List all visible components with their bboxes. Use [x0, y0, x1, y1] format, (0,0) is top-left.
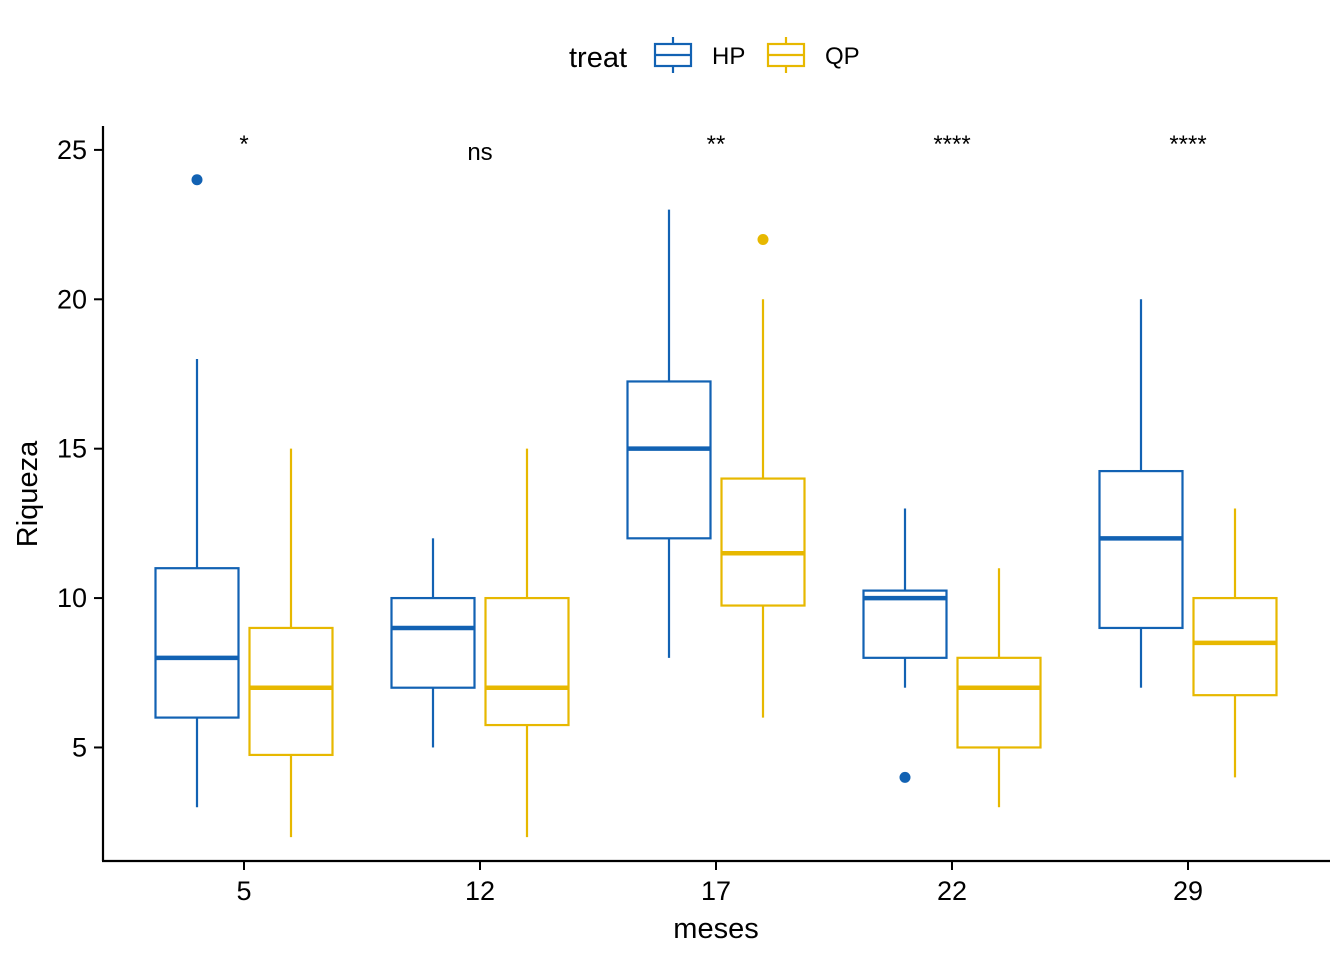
outlier-point: [191, 174, 203, 186]
box-hp-17: [626, 209, 712, 658]
box-qp-5: [248, 448, 334, 838]
box-body: [720, 477, 806, 607]
box-body: [484, 596, 570, 727]
x-tick-label: 5: [236, 876, 251, 906]
y-tick-label: 25: [57, 135, 87, 165]
legend: treat HP QP: [569, 37, 860, 74]
box-qp-12: [484, 448, 570, 838]
y-axis-title: Riqueza: [12, 440, 44, 547]
box-hp-29: [1098, 299, 1184, 688]
y-tick-label: 20: [57, 284, 87, 314]
box-qp-17: [720, 234, 806, 718]
box-hp-22: [862, 508, 948, 783]
legend-label: HP: [712, 43, 745, 70]
legend-item-qp: QP: [766, 37, 860, 73]
significance-label: **: [707, 131, 726, 158]
legend-title: treat: [569, 42, 627, 74]
y-tick-label: 10: [57, 583, 87, 613]
box-body: [390, 596, 476, 689]
box-body: [1192, 596, 1278, 697]
x-tick-label: 29: [1173, 876, 1203, 906]
significance-label: ****: [1169, 131, 1206, 158]
y-tick-label: 15: [57, 434, 87, 464]
significance-label: *: [239, 131, 248, 158]
axes: meses Riqueza 5 10 15 20 25 5 12 17 22 29: [12, 126, 1330, 945]
x-axis-title: meses: [673, 913, 758, 945]
box-body: [956, 656, 1042, 749]
box-qp-22: [956, 568, 1042, 808]
box-hp-12: [390, 538, 476, 748]
legend-item-hp: HP: [653, 37, 745, 73]
outlier-point: [899, 771, 911, 783]
box-body: [1098, 469, 1184, 630]
plot-area: * ns ** **** ****: [154, 131, 1278, 838]
box-body: [862, 589, 948, 659]
x-tick-label: 12: [465, 876, 495, 906]
box-qp-29: [1192, 508, 1278, 778]
x-tick-label: 22: [937, 876, 967, 906]
x-tick-label: 17: [701, 876, 731, 906]
legend-label: QP: [825, 43, 860, 70]
box-hp-5: [154, 174, 240, 808]
significance-label: ****: [933, 131, 970, 158]
outlier-point: [757, 234, 769, 246]
box-body: [626, 380, 712, 540]
box-body: [248, 626, 334, 757]
y-tick-label: 5: [72, 732, 87, 762]
box-body: [154, 567, 240, 719]
significance-label: ns: [467, 139, 492, 166]
